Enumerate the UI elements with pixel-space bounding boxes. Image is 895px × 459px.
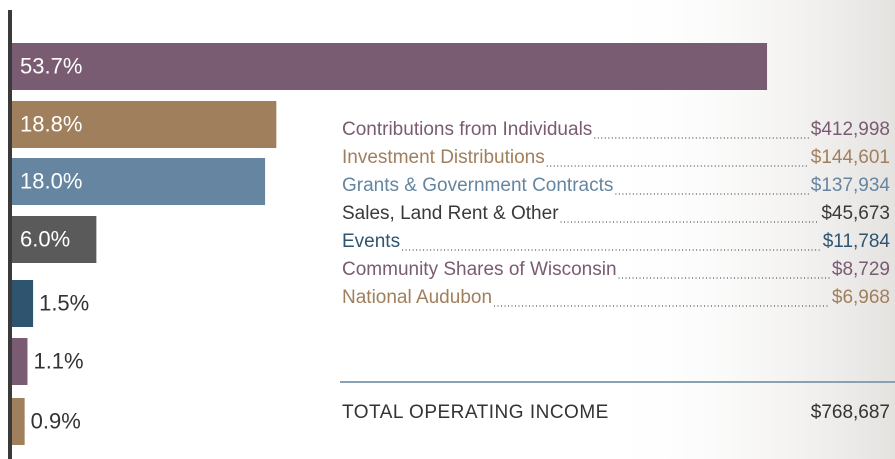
bar (12, 158, 266, 205)
income-amount: $45,673 (821, 203, 890, 224)
income-label: Events (342, 231, 400, 252)
income-amount: $11,784 (823, 231, 891, 252)
total-label: TOTAL OPERATING INCOME (342, 402, 609, 423)
income-label: Investment Distributions (342, 147, 545, 168)
bar (12, 338, 28, 385)
value-label: 18.8% (20, 111, 82, 136)
income-amount: $8,729 (832, 259, 890, 280)
income-label: Sales, Land Rent & Other (342, 203, 559, 224)
value-label: 53.7% (20, 53, 82, 78)
bar (12, 43, 768, 90)
bar (12, 398, 25, 445)
income-label: Grants & Government Contracts (342, 175, 613, 196)
value-label: 6.0% (20, 226, 70, 251)
income-amount: $412,998 (811, 119, 890, 140)
bar (12, 101, 277, 148)
bar (12, 280, 34, 327)
value-label: 1.1% (33, 348, 83, 373)
value-label: 0.9% (31, 408, 81, 433)
value-label: 18.0% (20, 168, 82, 193)
bar (12, 216, 97, 263)
income-label: Contributions from Individuals (342, 119, 592, 140)
value-label: 1.5% (39, 290, 89, 315)
income-amount: $6,968 (832, 287, 890, 308)
income-label: Community Shares of Wisconsin (342, 259, 617, 280)
income-amount: $144,601 (811, 147, 890, 168)
total-amount: $768,687 (811, 402, 890, 423)
income-amount: $137,934 (811, 175, 891, 196)
income-label: National Audubon (342, 287, 492, 308)
